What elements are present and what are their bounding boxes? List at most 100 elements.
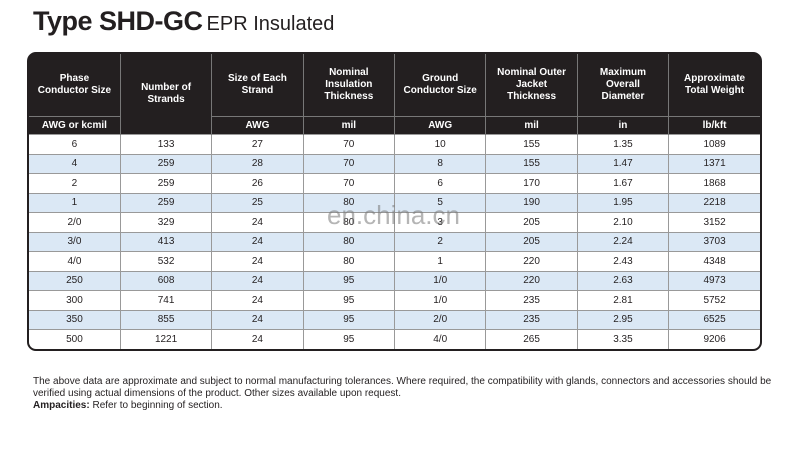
- cell: 95: [302, 329, 395, 349]
- spec-table: Phase Conductor Size Number of Strands Siz…: [29, 54, 760, 349]
- cell: 300: [29, 290, 121, 310]
- cell: 2/0: [29, 212, 121, 232]
- cell: 220: [485, 251, 578, 271]
- cell: 24: [211, 329, 304, 349]
- data-row: 350 855 24 95 2/0 235 2.95 6525: [29, 309, 760, 330]
- cell: 1/0: [393, 270, 486, 291]
- data-row: 1 259 25 80 5 190 1.95 2218: [29, 192, 760, 213]
- cell: 24: [211, 251, 304, 271]
- cell: 6525: [668, 309, 760, 330]
- cell: 350: [29, 309, 121, 330]
- cell: 190: [485, 192, 578, 213]
- column-header: Nominal Insulation Thickness: [302, 54, 395, 117]
- cell: 413: [119, 231, 212, 252]
- title-sub: EPR Insulated: [206, 13, 335, 35]
- cell: 5: [393, 192, 486, 213]
- cell: 3703: [668, 231, 760, 252]
- cell: 1: [29, 192, 121, 213]
- cell: 70: [302, 134, 395, 154]
- column-unit: in: [576, 116, 669, 135]
- cell: 95: [302, 290, 395, 310]
- ampacities-label: Ampacities:: [33, 400, 90, 411]
- cell: 250: [29, 270, 121, 291]
- cell: 5752: [668, 290, 760, 310]
- cell: 2.24: [576, 231, 669, 252]
- cell: 259: [119, 173, 212, 193]
- column-unit: AWG or kcmil: [29, 116, 121, 135]
- cell: 3152: [668, 212, 760, 232]
- cell: 259: [119, 192, 212, 213]
- cell: 9206: [668, 329, 760, 349]
- cell: 205: [485, 212, 578, 232]
- column-unit: mil: [302, 116, 395, 135]
- cell: 235: [485, 290, 578, 310]
- cell: 4/0: [29, 251, 121, 271]
- cell: 1/0: [393, 290, 486, 310]
- data-row: 3/0 413 24 80 2 205 2.24 3703: [29, 231, 760, 252]
- unit-row: AWG or kcmil AWG mil AWG mil in lb/kft: [29, 116, 760, 135]
- data-row: 500 1221 24 95 4/0 265 3.35 9206: [29, 329, 760, 349]
- cell: 4348: [668, 251, 760, 271]
- cell: 2.95: [576, 309, 669, 330]
- cell: 3: [393, 212, 486, 232]
- header-row: Phase Conductor Size Number of Strands Siz…: [29, 54, 760, 135]
- cell: 6: [29, 134, 121, 154]
- cell: 205: [485, 231, 578, 252]
- cell: 500: [29, 329, 121, 349]
- data-row: 2/0 329 24 80 3 205 2.10 3152: [29, 212, 760, 232]
- data-row: 4 259 28 70 8 155 1.47 1371: [29, 153, 760, 174]
- data-row: 4/0 532 24 80 1 220 2.43 4348: [29, 251, 760, 271]
- cell: 70: [302, 173, 395, 193]
- column-header: Ground Conductor Size: [393, 54, 486, 117]
- cell: 608: [119, 270, 212, 291]
- cell: 95: [302, 309, 395, 330]
- cell: 3/0: [29, 231, 121, 252]
- cell: 2.10: [576, 212, 669, 232]
- cell: 155: [485, 153, 578, 174]
- cell: 1089: [668, 134, 760, 154]
- cell: 259: [119, 153, 212, 174]
- column-header: Size of Each Strand: [211, 54, 304, 117]
- data-row: 300 741 24 95 1/0 235 2.81 5752: [29, 290, 760, 310]
- cell: 95: [302, 270, 395, 291]
- cell: 1: [393, 251, 486, 271]
- cell: 170: [485, 173, 578, 193]
- cell: 27: [211, 134, 304, 154]
- cell: 265: [485, 329, 578, 349]
- cell: 133: [119, 134, 212, 154]
- cell: 26: [211, 173, 304, 193]
- column-unit: lb/kft: [668, 116, 760, 135]
- column-header: Number of Strands: [119, 54, 212, 135]
- cell: 24: [211, 309, 304, 330]
- cell: 28: [211, 153, 304, 174]
- title: Type SHD-GC EPR Insulated: [33, 6, 334, 37]
- cell: 4973: [668, 270, 760, 291]
- ampacities: Ampacities: Refer to beginning of sectio…: [33, 400, 773, 412]
- cell: 1.95: [576, 192, 669, 213]
- cell: 6: [393, 173, 486, 193]
- column-unit: mil: [485, 116, 578, 135]
- cell: 4: [29, 153, 121, 174]
- cell: 1.67: [576, 173, 669, 193]
- column-header: Nominal Outer Jacket Thickness: [485, 54, 578, 117]
- column-unit: AWG: [211, 116, 304, 135]
- cell: 2.81: [576, 290, 669, 310]
- cell: 70: [302, 153, 395, 174]
- cell: 532: [119, 251, 212, 271]
- cell: 2: [29, 173, 121, 193]
- cell: 220: [485, 270, 578, 291]
- cell: 2218: [668, 192, 760, 213]
- data-row: 6 133 27 70 10 155 1.35 1089: [29, 134, 760, 154]
- cell: 741: [119, 290, 212, 310]
- notes: The above data are approximate and subje…: [33, 376, 773, 412]
- cell: 1.35: [576, 134, 669, 154]
- cell: 1.47: [576, 153, 669, 174]
- cell: 80: [302, 251, 395, 271]
- cell: 10: [393, 134, 486, 154]
- cell: 4/0: [393, 329, 486, 349]
- cell: 155: [485, 134, 578, 154]
- note-text: The above data are approximate and subje…: [33, 376, 772, 399]
- data-row: 2 259 26 70 6 170 1.67 1868: [29, 173, 760, 193]
- column-header: Approximate Total Weight: [668, 54, 760, 117]
